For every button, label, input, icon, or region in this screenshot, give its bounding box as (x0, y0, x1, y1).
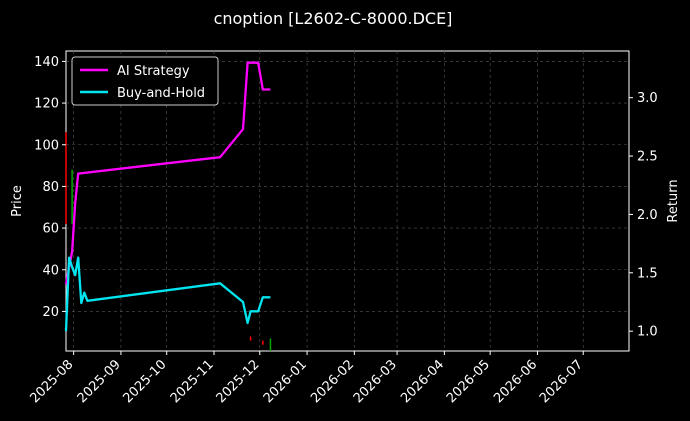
x-tick-label: 2026-01 (261, 357, 310, 406)
x-tick-label: 2026-03 (351, 357, 400, 406)
y-right-tick-label: 2.0 (637, 208, 658, 223)
x-tick-label: 2026-05 (444, 357, 493, 406)
y-left-tick-label: 40 (42, 263, 59, 278)
legend: AI Strategy Buy-and-Hold (71, 56, 219, 106)
y-right-tick-label: 2.5 (637, 150, 658, 165)
y-left-tick-label: 120 (34, 97, 59, 112)
y-axis-left-label: Price (10, 185, 25, 217)
y-right-tick-label: 3.0 (637, 91, 658, 106)
x-axis: 2025-082025-092025-102025-112025-122026-… (27, 351, 586, 406)
x-tick-label: 2026-06 (491, 357, 540, 406)
x-tick-label: 2026-04 (398, 357, 447, 406)
y-left-tick-label: 140 (34, 55, 59, 70)
legend-box (71, 56, 219, 106)
y-left-tick-label: 60 (42, 222, 59, 237)
series-lines (64, 61, 271, 332)
series-line-buy-and-hold (64, 256, 271, 332)
y-axis-left: 20 40 60 80 100 120 140 (34, 55, 66, 320)
x-tick-label: 2025-08 (27, 357, 76, 406)
x-tick-label: 2025-10 (121, 357, 170, 406)
y-left-tick-label: 80 (42, 180, 59, 195)
y-right-tick-label: 1.0 (637, 325, 658, 340)
x-tick-label: 2026-02 (308, 357, 357, 406)
series-line-ai-strategy (64, 61, 271, 285)
y-axis-right-label: Return (666, 179, 681, 222)
legend-label-ai-strategy: AI Strategy (117, 64, 190, 79)
x-tick-label: 2025-12 (214, 357, 263, 406)
y-left-tick-label: 20 (42, 305, 59, 320)
x-tick-label: 2025-11 (168, 357, 217, 406)
legend-label-buy-and-hold: Buy-and-Hold (117, 86, 205, 101)
y-right-tick-label: 1.5 (637, 266, 658, 281)
y-left-tick-label: 100 (34, 138, 59, 153)
y-axis-right: 1.0 1.5 2.0 2.5 3.0 (629, 91, 658, 340)
x-tick-label: 2025-09 (75, 357, 124, 406)
chart-title: cnoption [L2602-C-8000.DCE] (214, 9, 453, 28)
x-tick-label: 2026-07 (537, 357, 586, 406)
price-bars (65, 132, 272, 351)
